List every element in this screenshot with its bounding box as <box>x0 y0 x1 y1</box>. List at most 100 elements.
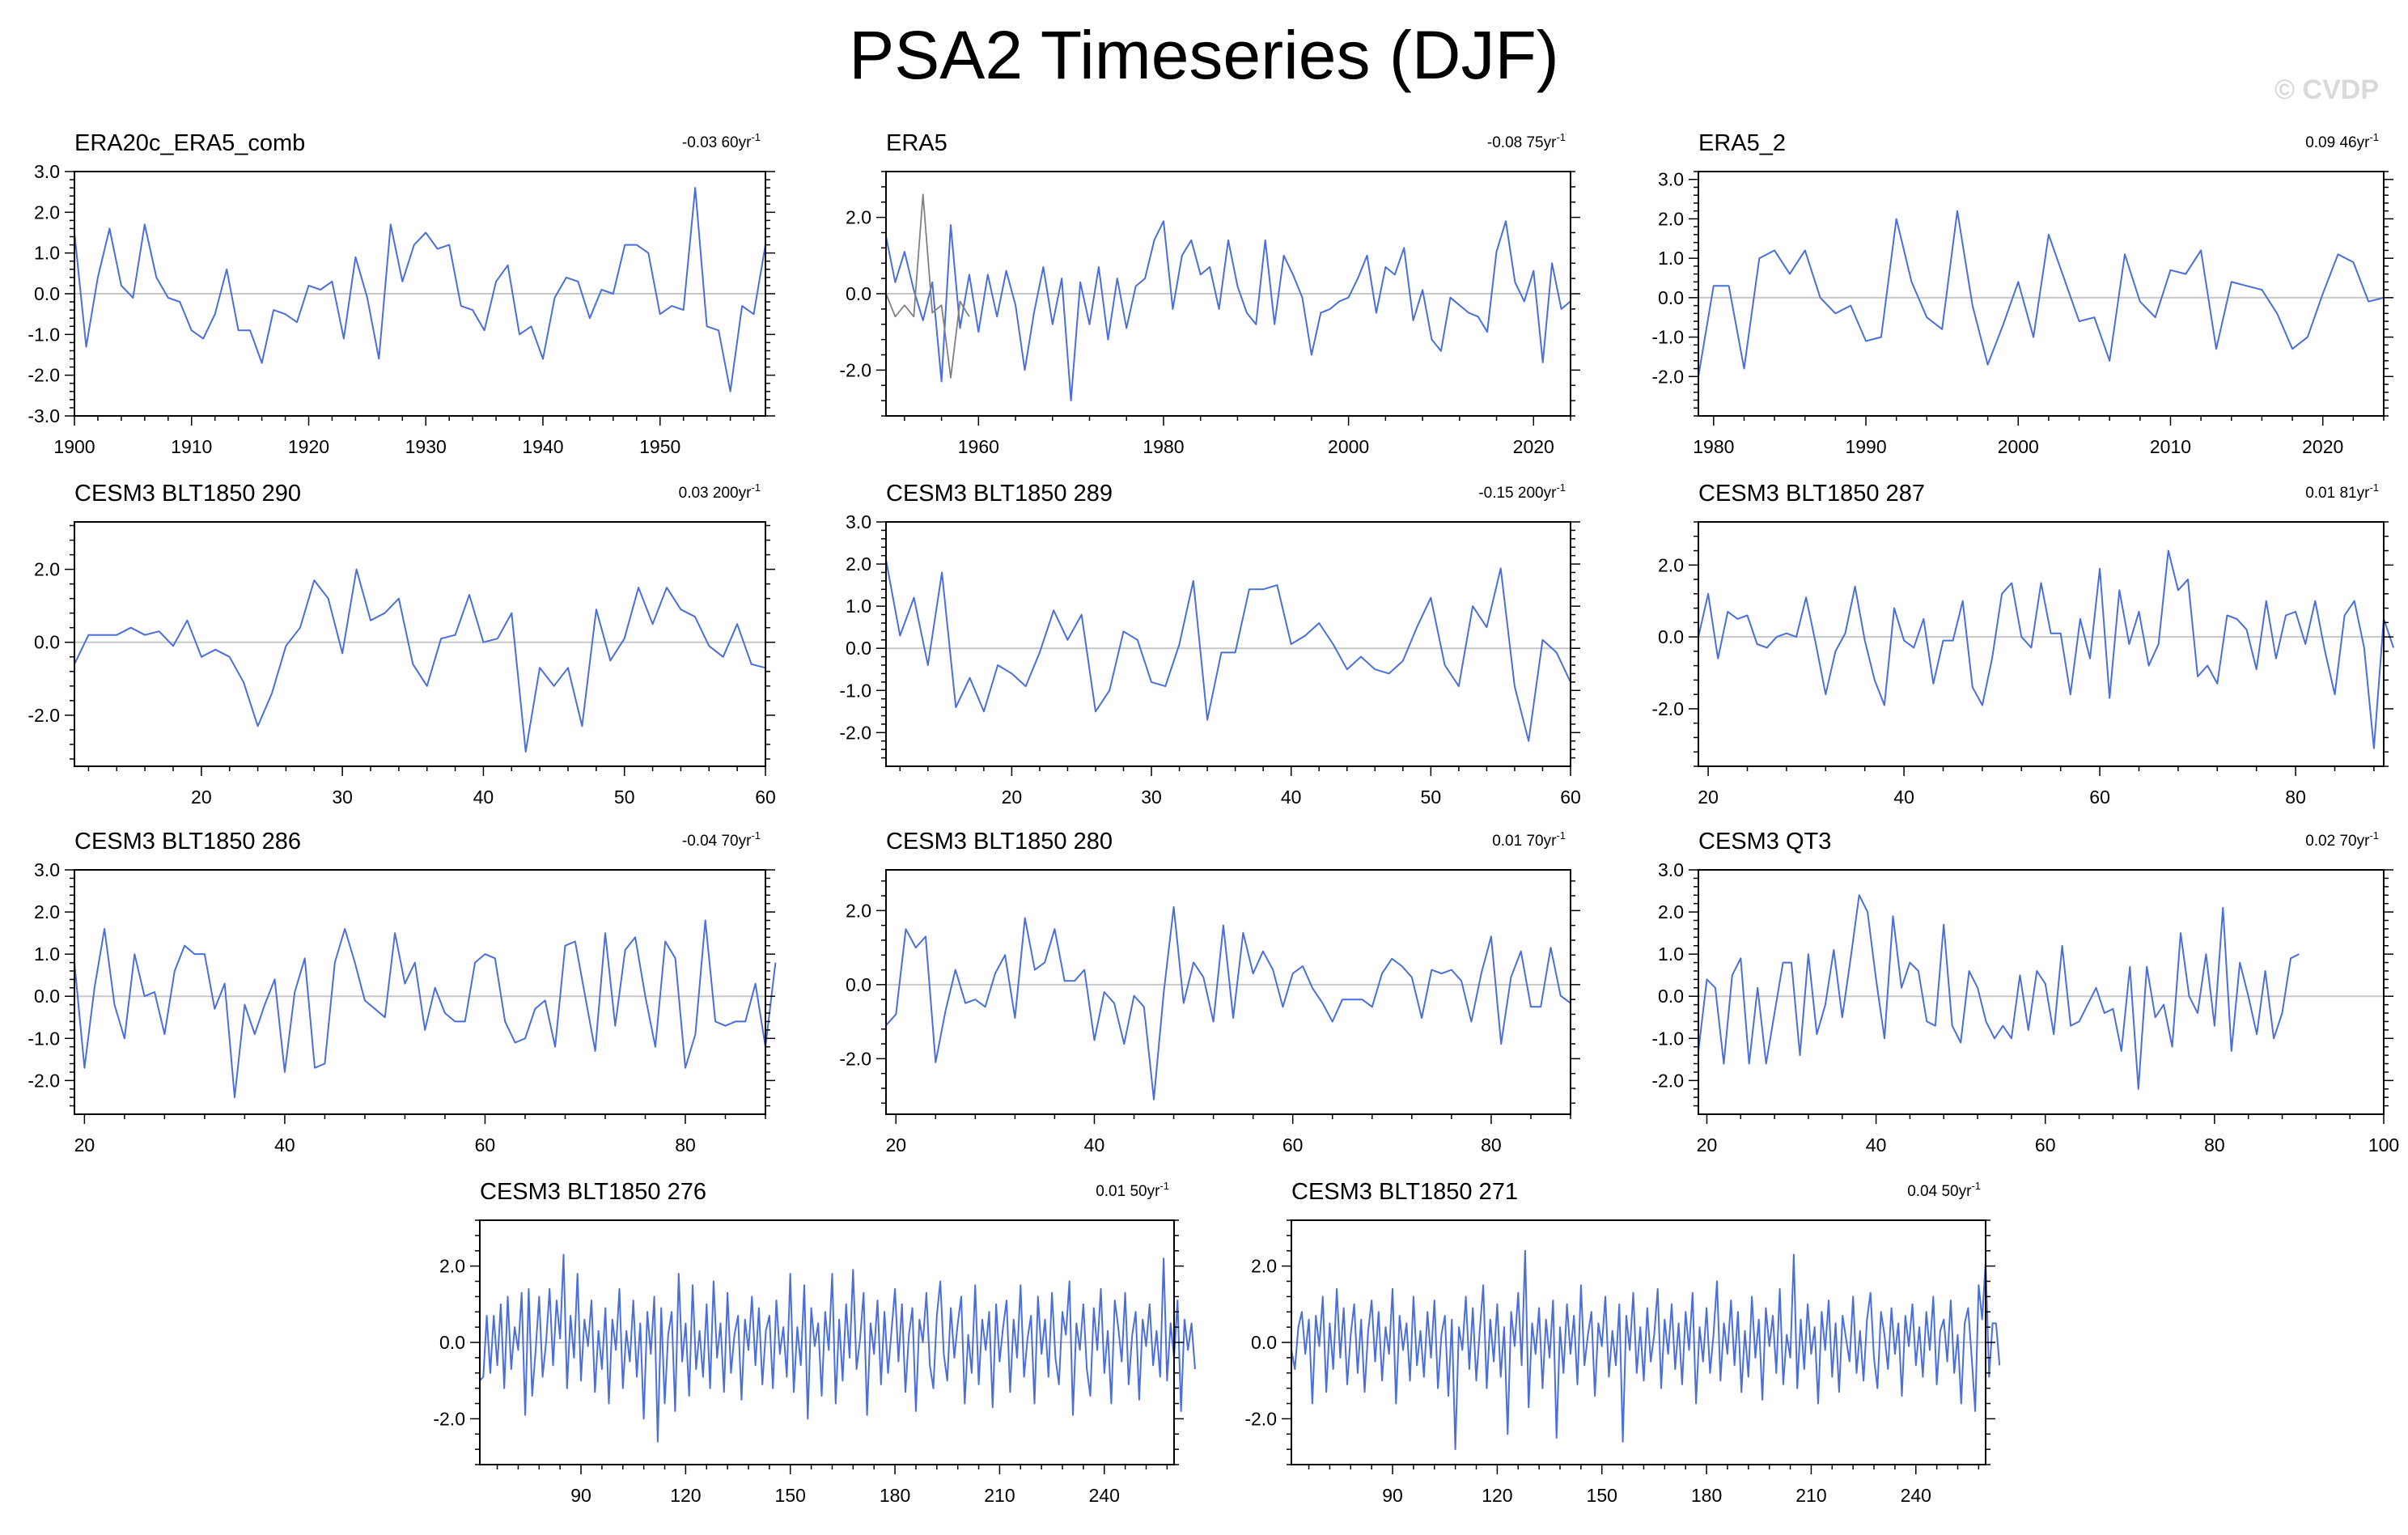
y-tick-label: 2.0 <box>1251 1256 1277 1277</box>
y-tick-label: 1.0 <box>34 243 60 264</box>
x-tick-label: 2010 <box>2150 436 2191 457</box>
series-line <box>479 1253 1196 1443</box>
x-tick-label: 1950 <box>639 436 680 457</box>
panel-title: ERA5_2 <box>1698 130 1786 156</box>
y-tick-label: 2.0 <box>34 201 60 223</box>
series-line <box>885 220 1571 402</box>
y-tick-label: -2.0 <box>28 1070 60 1091</box>
x-tick-label: 20 <box>1697 1134 1718 1155</box>
panel-11: CESM3 BLT1850 271 0.04 50yr-1 -2.0 0.0 2.0 90… <box>1244 1179 2001 1506</box>
x-tick-label: 2020 <box>2302 436 2343 457</box>
panel-8: CESM3 BLT1850 280 0.01 70yr-1 -2.0 0.0 2.0 20… <box>839 829 1580 1155</box>
y-tick-label: 0.0 <box>1658 287 1684 308</box>
x-tick-label: 40 <box>1084 1134 1105 1155</box>
y-tick-label: -2.0 <box>28 705 60 726</box>
y-tick-label: 1.0 <box>1658 943 1684 965</box>
panel-4: CESM3 BLT1850 290 0.03 200yr-1 -2.0 0.0 2.0 2… <box>28 481 775 808</box>
y-tick-label: 1.0 <box>34 943 60 965</box>
x-tick-label: 1980 <box>1693 436 1734 457</box>
panel-title: ERA20c_ERA5_comb <box>74 130 305 156</box>
y-tick-label: 0.0 <box>846 638 871 659</box>
panel-title: CESM3 BLT1850 287 <box>1698 481 1925 507</box>
x-tick-label: 50 <box>1421 787 1442 808</box>
x-tick-label: 1920 <box>288 436 329 457</box>
y-tick-label: -2.0 <box>28 365 60 386</box>
panel-title: CESM3 BLT1850 289 <box>886 481 1113 507</box>
x-tick-label: 2000 <box>1998 436 2039 457</box>
x-tick-label: 80 <box>2204 1134 2225 1155</box>
y-tick-label: 2.0 <box>846 553 871 575</box>
panel-title: CESM3 BLT1850 290 <box>74 481 301 507</box>
y-tick-label: 0.0 <box>34 283 60 304</box>
panel-title: CESM3 BLT1850 286 <box>74 829 301 854</box>
watermark-text: © CVDP <box>2274 74 2379 105</box>
trend-exponent: -1 <box>1159 1180 1169 1192</box>
series-line <box>1291 1249 2001 1451</box>
panel-title: ERA5 <box>886 130 948 156</box>
panel-6: CESM3 BLT1850 287 0.01 81yr-1 -2.0 0.0 2.0 20… <box>1651 481 2395 808</box>
x-tick-label: 80 <box>1481 1134 1502 1155</box>
x-tick-label: 20 <box>1698 787 1719 808</box>
x-tick-label: 240 <box>1901 1485 1931 1506</box>
x-tick-label: 90 <box>1382 1485 1403 1506</box>
y-tick-label: -1.0 <box>28 324 60 345</box>
trend-exponent: -1 <box>751 131 761 143</box>
secondary-series-line <box>885 193 970 379</box>
trend-exponent: -1 <box>2369 131 2379 143</box>
x-tick-label: 210 <box>984 1485 1015 1506</box>
y-tick-label: 0.0 <box>34 986 60 1007</box>
trend-label: -0.03 60yr-1 <box>682 131 761 151</box>
panel-title: CESM3 BLT1850 271 <box>1291 1179 1518 1205</box>
x-tick-label: 20 <box>191 787 212 808</box>
x-tick-label: 1990 <box>1845 436 1886 457</box>
x-tick-label: 20 <box>1002 787 1023 808</box>
y-tick-label: 2.0 <box>34 901 60 922</box>
panel-title: CESM3 BLT1850 280 <box>886 829 1113 854</box>
panel-1: ERA20c_ERA5_comb -0.03 60yr-1 -3.0 -2.0 -1.0… <box>28 130 775 457</box>
x-tick-label: 1960 <box>958 436 999 457</box>
x-tick-label: 50 <box>614 787 635 808</box>
plot-frame <box>1698 869 2385 1115</box>
figure-title: PSA2 Timeseries (DJF) <box>849 17 1559 93</box>
y-tick-label: 1.0 <box>1658 248 1684 269</box>
y-tick-label: -2.0 <box>1244 1408 1277 1429</box>
x-tick-label: 30 <box>1141 787 1162 808</box>
trend-label: 0.01 70yr-1 <box>1492 829 1566 850</box>
trend-label: -0.04 70yr-1 <box>682 829 761 850</box>
trend-exponent: -1 <box>1556 481 1566 494</box>
y-tick-label: 3.0 <box>34 161 60 182</box>
x-tick-label: 60 <box>2035 1134 2056 1155</box>
x-tick-label: 60 <box>2089 787 2110 808</box>
y-tick-label: -1.0 <box>28 1028 60 1049</box>
x-tick-label: 30 <box>332 787 353 808</box>
y-tick-label: 2.0 <box>846 900 871 921</box>
series-line <box>1698 210 2385 377</box>
y-tick-label: 0.0 <box>1251 1332 1277 1353</box>
x-tick-label: 60 <box>1282 1134 1304 1155</box>
trend-exponent: -1 <box>1556 829 1566 842</box>
y-tick-label: -2.0 <box>1651 698 1684 719</box>
x-tick-label: 20 <box>74 1134 95 1155</box>
panel-title: CESM3 BLT1850 276 <box>480 1179 706 1205</box>
trend-label: 0.01 81yr-1 <box>2305 481 2379 502</box>
y-tick-label: 2.0 <box>34 559 60 580</box>
x-tick-label: 120 <box>1482 1485 1512 1506</box>
y-tick-label: -3.0 <box>28 405 60 426</box>
trend-label: 0.01 50yr-1 <box>1096 1180 1169 1200</box>
series-line <box>1698 894 2300 1090</box>
x-tick-label: 1940 <box>522 436 563 457</box>
series-line <box>1698 549 2395 749</box>
y-tick-label: -1.0 <box>1651 327 1684 348</box>
plot-frame <box>74 869 766 1115</box>
x-tick-label: 80 <box>675 1134 696 1155</box>
x-tick-label: 180 <box>1691 1485 1722 1506</box>
x-tick-label: 1980 <box>1143 436 1184 457</box>
y-tick-label: 0.0 <box>846 283 871 304</box>
y-tick-label: 0.0 <box>439 1332 465 1353</box>
trend-exponent: -1 <box>1971 1180 1981 1192</box>
x-tick-label: 120 <box>670 1485 701 1506</box>
x-tick-label: 1900 <box>53 436 95 457</box>
series-line <box>74 568 766 753</box>
y-tick-label: 0.0 <box>1658 626 1684 647</box>
panel-10: CESM3 BLT1850 276 0.01 50yr-1 -2.0 0.0 2.0 90… <box>433 1179 1196 1506</box>
